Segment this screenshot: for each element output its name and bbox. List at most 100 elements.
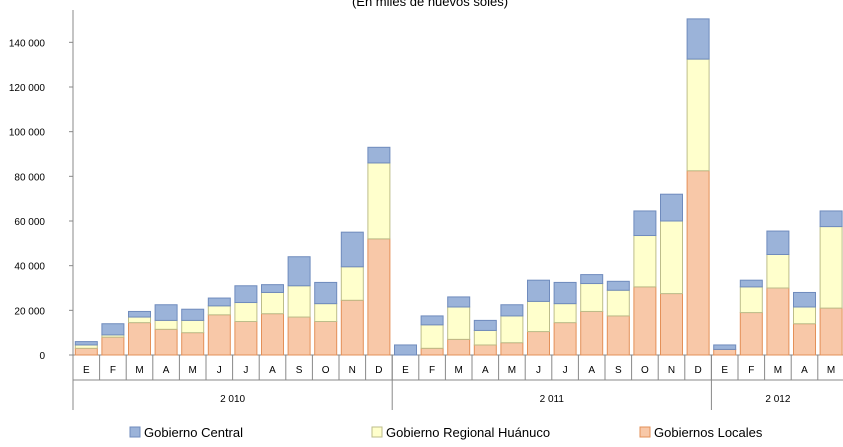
month-label: E	[721, 365, 728, 376]
bar-segment	[766, 230, 790, 256]
bar-segment	[154, 304, 178, 321]
bar-segment	[287, 256, 311, 287]
bar-segment	[819, 210, 843, 228]
y-tick-label: 20 000	[14, 306, 45, 317]
month-label: A	[163, 365, 170, 376]
month-label: A	[482, 365, 489, 376]
bar-segment	[793, 306, 816, 325]
bar-segment	[580, 310, 604, 356]
bar-segment	[287, 316, 311, 356]
bar-segment	[819, 307, 843, 356]
bar-segment	[420, 315, 444, 326]
bar-segment	[367, 238, 391, 356]
y-tick-label: 80 000	[14, 172, 45, 183]
bar-segment	[580, 283, 604, 312]
month-label: O	[322, 365, 330, 376]
year-label: 2 011	[540, 394, 565, 405]
bar-segment	[580, 274, 604, 285]
bar-segment	[686, 58, 710, 172]
month-label: A	[801, 365, 808, 376]
bar-segment	[234, 302, 258, 322]
bar-series-group	[74, 18, 843, 356]
bar-segment	[314, 281, 338, 305]
bar-segment	[633, 235, 657, 288]
bar-segment	[207, 297, 231, 307]
bar-segment	[314, 321, 338, 356]
month-label: D	[375, 365, 382, 376]
bar-segment	[739, 312, 763, 356]
bar-segment	[287, 285, 311, 318]
month-label: N	[349, 365, 356, 376]
bar-segment	[101, 336, 125, 356]
bar-segment	[101, 323, 125, 336]
bar-segment	[128, 310, 151, 318]
bar-segment	[447, 306, 471, 340]
month-label: O	[641, 365, 649, 376]
bar-segment	[473, 329, 497, 346]
bar-segment	[261, 313, 284, 356]
bar-segment	[473, 344, 497, 356]
bar-segment	[207, 305, 231, 316]
bar-segment	[766, 287, 790, 356]
month-label: A	[269, 365, 276, 376]
bar-segment	[420, 324, 444, 349]
y-tick-label: 120 000	[9, 83, 46, 94]
bar-segment	[340, 299, 364, 356]
bar-segment	[261, 291, 284, 315]
y-tick-label: 140 000	[9, 38, 46, 49]
month-label: F	[748, 365, 754, 376]
bar-segment	[500, 304, 524, 317]
month-label: E	[402, 365, 409, 376]
bar-segment	[181, 308, 205, 321]
month-label: D	[694, 365, 701, 376]
bar-segment	[793, 323, 816, 356]
bar-segment	[314, 303, 338, 322]
legend-swatch	[129, 426, 141, 438]
month-label: J	[536, 365, 541, 376]
bar-segment	[793, 291, 816, 308]
legend-swatch	[371, 426, 383, 438]
legend-swatch	[639, 426, 651, 438]
bar-segment	[660, 220, 683, 295]
bar-segment	[207, 314, 231, 356]
month-label: M	[189, 365, 197, 376]
month-label: M	[135, 365, 143, 376]
chart-subtitle: (En miles de nuevos soles)	[352, 0, 508, 9]
bar-segment	[527, 300, 550, 333]
bar-segment	[500, 342, 524, 356]
month-label: J	[243, 365, 248, 376]
bar-segment	[340, 231, 364, 268]
bar-segment	[394, 344, 417, 356]
bar-segment	[553, 281, 577, 305]
month-label: N	[668, 365, 675, 376]
month-label: J	[563, 365, 568, 376]
bar-segment	[686, 170, 710, 356]
bar-segment	[713, 348, 737, 356]
bar-segment	[633, 286, 657, 356]
bar-segment	[74, 347, 98, 356]
bar-segment	[527, 279, 550, 302]
bar-segment	[606, 280, 630, 291]
month-label: M	[827, 365, 835, 376]
bar-segment	[553, 303, 577, 324]
bar-segment	[261, 284, 284, 293]
bar-segment	[154, 319, 178, 330]
bar-segment	[181, 332, 205, 356]
bar-segment	[500, 315, 524, 344]
y-tick-label: 60 000	[14, 217, 45, 228]
bar-segment	[606, 315, 630, 356]
bar-segment	[447, 296, 471, 308]
bar-segment	[420, 347, 444, 356]
bar-segment	[553, 322, 577, 356]
bar-segment	[74, 344, 98, 349]
year-label: 2 012	[765, 394, 790, 405]
bar-segment	[739, 279, 763, 288]
bar-segment	[367, 146, 391, 164]
bar-segment	[74, 341, 98, 346]
bar-segment	[128, 316, 151, 324]
bar-segment	[473, 319, 497, 331]
month-label: M	[455, 365, 463, 376]
bar-segment	[154, 328, 178, 356]
month-label: F	[110, 365, 116, 376]
